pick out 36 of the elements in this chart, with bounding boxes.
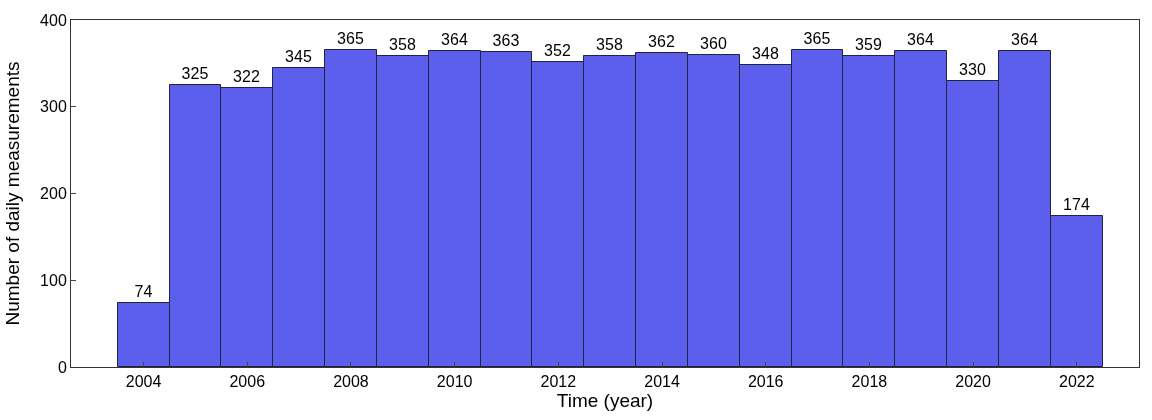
data-label: 364 <box>907 30 934 48</box>
data-label: 330 <box>959 60 986 78</box>
x-tick-label: 2020 <box>955 373 991 391</box>
x-tick-label: 2008 <box>333 373 369 391</box>
x-tick-label: 2022 <box>1058 373 1095 391</box>
y-tick-label: 0 <box>57 358 67 376</box>
x-tick-label: 2016 <box>747 373 784 391</box>
x-tick-label: 2014 <box>644 373 680 391</box>
y-axis-title: Number of daily measurements <box>1 61 23 326</box>
data-label: 365 <box>803 29 831 47</box>
data-label: 359 <box>855 35 882 53</box>
data-label: 360 <box>700 34 727 52</box>
data-label: 322 <box>233 67 260 85</box>
data-label: 362 <box>648 32 675 50</box>
data-label: 325 <box>181 64 209 82</box>
data-label: 358 <box>389 35 416 53</box>
x-tick-label: 2004 <box>125 373 162 391</box>
y-tick-label: 200 <box>40 185 67 203</box>
data-label: 363 <box>492 31 520 49</box>
x-tick-label: 2006 <box>229 373 266 391</box>
data-label: 74 <box>134 282 153 300</box>
x-axis-title: Time (year) <box>556 390 654 412</box>
data-label: 352 <box>544 41 571 59</box>
data-label: 358 <box>596 35 623 53</box>
data-label: 365 <box>337 29 364 47</box>
y-tick-label: 400 <box>40 11 67 29</box>
data-label: 364 <box>441 30 468 48</box>
data-label: 364 <box>1011 30 1038 48</box>
x-tick-label: 2012 <box>540 373 577 391</box>
x-tick-label: 2018 <box>851 373 888 391</box>
data-label: 174 <box>1063 195 1090 213</box>
y-tick-label: 300 <box>40 98 67 116</box>
x-tick-label: 2010 <box>436 373 473 391</box>
data-label: 348 <box>752 44 779 62</box>
y-tick-label: 100 <box>40 271 67 289</box>
data-label: 345 <box>285 47 312 65</box>
